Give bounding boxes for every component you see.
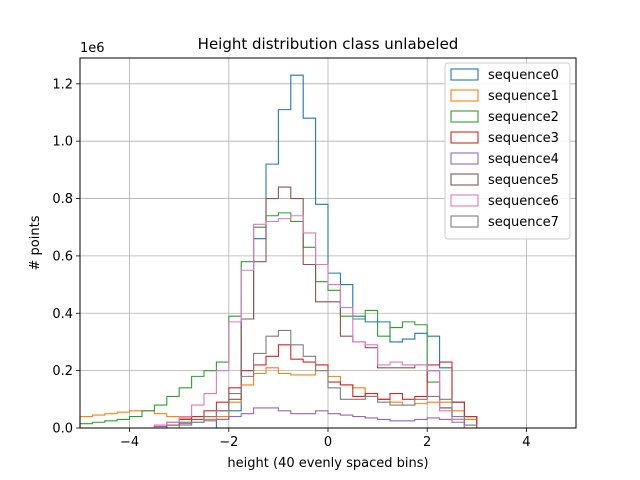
legend-swatch: [450, 215, 479, 228]
legend-label: sequence7: [488, 215, 559, 230]
series-layer: [79, 74, 576, 429]
legend-swatch: [450, 68, 479, 81]
series-sequence3-step: [80, 344, 576, 429]
y-tick-label: 0.4: [52, 307, 73, 322]
legend-label: sequence4: [488, 152, 559, 167]
legend: sequence0 sequence1 sequence2 sequence3 sequ…: [444, 62, 571, 240]
y-offset-text: 1e6: [80, 41, 105, 56]
x-tick-label: 0: [324, 435, 332, 450]
x-tick-label: 2: [423, 435, 431, 450]
legend-swatch: [450, 152, 479, 165]
y-tick-label: 0.0: [52, 422, 73, 437]
x-axis-label: height (40 evenly spaced bins): [227, 456, 428, 471]
series-sequence1-step: [79, 364, 576, 429]
y-tick-label: 1.2: [52, 77, 73, 92]
legend-label: sequence5: [488, 173, 559, 188]
x-tick-label: 4: [522, 435, 530, 450]
legend-swatch: [450, 131, 479, 144]
y-axis-label: # points: [28, 215, 43, 270]
x-tick-label: −4: [120, 435, 139, 450]
legend-label: sequence2: [488, 110, 559, 125]
legend-swatch: [450, 110, 479, 123]
legend-label: sequence3: [488, 131, 559, 146]
x-tick-label: −2: [219, 435, 238, 450]
legend-label: sequence1: [488, 89, 559, 104]
legend-label: sequence6: [488, 194, 559, 209]
y-tick-label: 0.6: [52, 249, 73, 264]
y-tick-label: 0.8: [52, 192, 73, 207]
legend-swatch: [450, 194, 479, 207]
legend-label: sequence0: [488, 68, 559, 83]
legend-swatch: [450, 173, 479, 186]
series-sequence6-step: [80, 215, 576, 429]
series-sequence7-step: [80, 329, 576, 429]
chart-title: Height distribution class unlabeled: [198, 35, 459, 53]
y-tick-label: 1.0: [52, 135, 73, 150]
y-tick-label: 0.2: [52, 364, 73, 379]
ticks: −4 −2 0 2 4 0.0 0.2 0.4 0.6 0.8 1.0 1.2: [52, 77, 530, 450]
legend-swatch: [450, 89, 479, 102]
